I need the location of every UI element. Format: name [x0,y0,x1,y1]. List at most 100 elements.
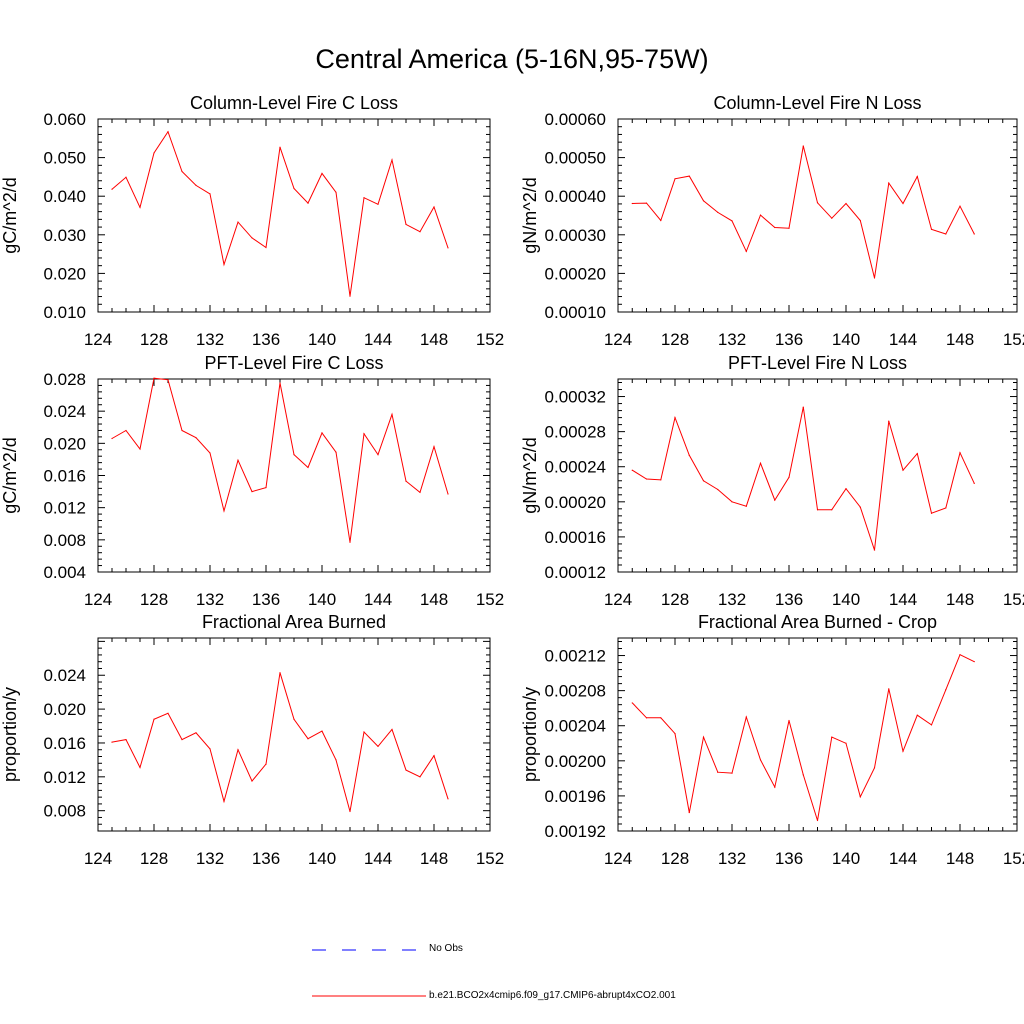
pft-level-fire-c-loss-data-point [405,480,407,482]
column-level-fire-n-loss-title: Column-Level Fire N Loss [713,93,921,113]
column-level-fire-n-loss-xtick-label: 152 [1003,330,1024,349]
pft-level-fire-n-loss-data-point [702,480,705,482]
fractional-area-burned-xtick-label: 132 [196,849,224,868]
fractional-area-burned-crop-data-point [916,714,918,716]
pft-level-fire-n-loss-data-point [674,417,676,419]
column-level-fire-n-loss-ytick-label: 0.00030 [545,226,606,245]
column-level-fire-c-loss-data-point [363,197,365,199]
column-level-fire-c-loss-data-point [349,295,351,297]
legend-model-label: b.e21.BCO2x4cmip6.f09_g17.CMIP6-abrupt4x… [429,990,676,1001]
column-level-fire-c-loss-ylabel: gC/m^2/d [0,177,20,253]
fractional-area-burned-crop-ytick-label: 0.00212 [545,647,606,666]
fractional-area-burned-crop-xtick-label: 152 [1003,849,1024,868]
pft-level-fire-c-loss-data-point [391,413,393,415]
pft-level-fire-n-loss-data-point [916,452,918,455]
pft-level-fire-n-loss-xtick-label: 132 [718,590,746,609]
fractional-area-burned-data-point [433,755,435,757]
column-level-fire-n-loss-data-point [959,205,961,207]
pft-level-fire-c-loss-data-point [377,453,379,456]
column-level-fire-n-loss-data-point [916,175,918,178]
fractional-area-burned-crop-ytick-label: 0.00192 [545,822,606,841]
column-level-fire-n-loss-xtick-label: 128 [661,330,689,349]
fractional-area-burned-crop-xtick-label: 128 [661,849,689,868]
pft-level-fire-c-loss-data-point [139,448,141,450]
pft-level-fire-n-loss-data-point [973,482,975,484]
pft-level-fire-c-loss-xtick-label: 144 [364,590,392,609]
fractional-area-burned-xtick-label: 124 [84,849,112,868]
pft-level-fire-n-loss-xtick-label: 152 [1003,590,1024,609]
fractional-area-burned-crop-series-line [631,654,975,821]
column-level-fire-n-loss-ytick-label: 0.00050 [545,149,606,168]
main-title: Central America (5-16N,95-75W) [315,44,709,74]
column-level-fire-c-loss-xtick-label: 140 [308,330,336,349]
fractional-area-burned-data-point [391,728,393,731]
column-level-fire-c-loss-data-point [293,187,295,190]
pft-level-fire-n-loss-xtick-label: 124 [604,590,632,609]
fractional-area-burned-crop-data-point [788,719,790,722]
pft-level-fire-n-loss-ylabel: gN/m^2/d [520,437,540,513]
fractional-area-burned-crop-xtick-label: 148 [946,849,974,868]
pft-level-fire-n-loss-data-point [816,509,819,511]
pft-level-fire-c-loss-xtick-label: 148 [420,590,448,609]
column-level-fire-n-loss-data-point [660,219,662,222]
column-level-fire-c-loss-xtick-label: 124 [84,330,112,349]
fractional-area-burned-ylabel: proportion/y [0,687,20,782]
fractional-area-burned-crop-ytick-label: 0.00196 [545,787,606,806]
fractional-area-burned-data-point [153,718,155,720]
fractional-area-burned-crop-xtick-label: 140 [832,849,860,868]
pft-level-fire-c-loss-ytick-label: 0.024 [43,402,86,421]
fractional-area-burned-crop-data-point [902,750,904,752]
column-level-fire-n-loss-data-point [688,175,690,177]
column-level-fire-n-loss-ytick-label: 0.00040 [545,187,606,206]
pft-level-fire-n-loss-data-point [845,488,847,490]
column-level-fire-n-loss-data-point [774,226,776,229]
column-level-fire-n-loss-ytick-label: 0.00020 [545,264,606,283]
pft-level-fire-n-loss-plot-frame [617,378,1018,573]
column-level-fire-n-loss-xtick-label: 132 [718,330,746,349]
pft-level-fire-c-loss-ytick-label: 0.020 [43,434,86,453]
pft-level-fire-c-loss-data-point [195,437,197,439]
fractional-area-burned-ytick-label: 0.008 [43,802,86,821]
fractional-area-burned-crop-data-point [945,689,947,691]
column-level-fire-c-loss-data-point [167,131,169,133]
fractional-area-burned-data-point [195,732,197,734]
fractional-area-burned-crop-xtick-label: 136 [775,849,803,868]
pft-level-fire-n-loss-ytick-label: 0.00028 [545,423,606,442]
fractional-area-burned-xtick-label: 128 [140,849,168,868]
pft-level-fire-c-loss-xtick-label: 140 [308,590,336,609]
fractional-area-burned-data-point [335,759,337,761]
fractional-area-burned-data-point [139,766,141,769]
column-level-fire-c-loss-ytick-label: 0.040 [43,187,86,206]
column-level-fire-n-loss-data-point [873,277,876,279]
fractional-area-burned-crop-data-point [631,702,633,704]
pft-level-fire-c-loss-xtick-label: 128 [140,590,168,609]
fractional-area-burned-data-point [321,730,323,732]
pft-level-fire-n-loss-xtick-label: 148 [946,590,974,609]
fractional-area-burned-crop-data-point [702,736,705,738]
fractional-area-burned-crop-ylabel: proportion/y [520,687,540,782]
fractional-area-burned-crop-ytick-label: 0.00200 [545,752,606,771]
pft-level-fire-c-loss-data-point [223,510,225,512]
pft-level-fire-n-loss-data-point [788,476,790,478]
fractional-area-burned-crop-ytick-label: 0.00208 [545,682,606,701]
fractional-area-burned-crop-data-point [717,771,719,773]
pft-level-fire-n-loss-xtick-label: 144 [889,590,917,609]
pft-level-fire-n-loss-data-point [631,469,633,471]
fractional-area-burned-crop-data-point [845,742,847,744]
column-level-fire-c-loss-data-point [111,188,113,190]
column-level-fire-c-loss-data-point [335,191,337,193]
column-level-fire-n-loss-xtick-label: 148 [946,330,974,349]
fractional-area-burned-crop-data-point [645,717,648,719]
fractional-area-burned-title: Fractional Area Burned [202,612,386,632]
pft-level-fire-n-loss-ytick-label: 0.00012 [545,563,606,582]
fractional-area-burned-crop-data-point [816,819,819,822]
column-level-fire-c-loss-data-point [405,223,407,225]
column-level-fire-n-loss-data-point [902,202,904,205]
fractional-area-burned-data-point [307,738,309,740]
column-level-fire-c-loss-xtick-label: 128 [140,330,168,349]
column-level-fire-c-loss-series-line [111,130,449,297]
column-level-fire-c-loss-data-point [391,159,393,161]
pft-level-fire-n-loss-data-point [645,478,648,480]
fractional-area-burned-data-point [111,741,113,743]
column-level-fire-n-loss-data-point [788,227,790,229]
